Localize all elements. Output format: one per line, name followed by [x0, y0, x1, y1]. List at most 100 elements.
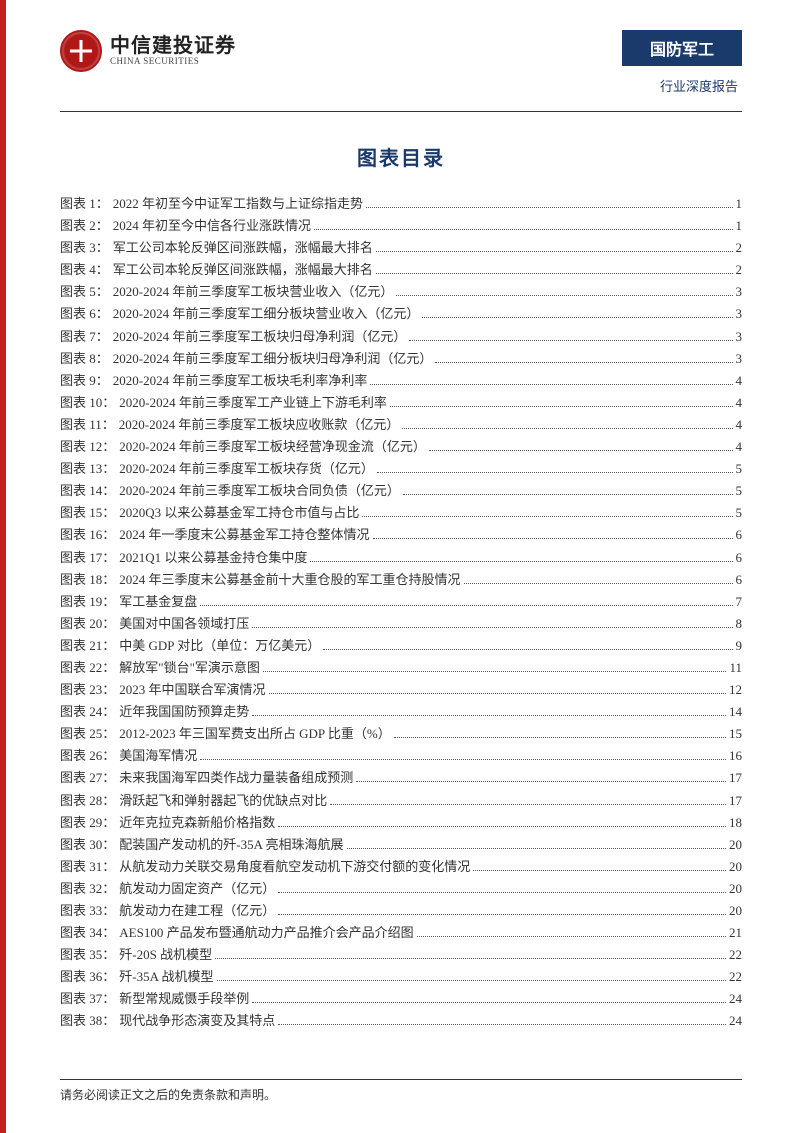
toc-label: 图表 26： [60, 745, 115, 767]
toc-dots [464, 583, 733, 584]
toc-text: 滑跃起飞和弹射器起飞的优缺点对比 [119, 790, 327, 812]
toc-label: 图表 36： [60, 966, 115, 988]
toc-page: 3 [736, 326, 743, 348]
logo-en: CHINA SECURITIES [110, 57, 236, 67]
toc-dots [323, 649, 732, 650]
toc-text: 航发动力固定资产（亿元） [119, 878, 275, 900]
toc-page: 17 [729, 790, 742, 812]
toc-text: 2020-2024 年前三季度军工板块营业收入（亿元） [113, 281, 394, 303]
toc-page: 2 [736, 237, 743, 259]
toc-page: 20 [729, 878, 742, 900]
toc-dots [278, 826, 726, 827]
toc-page: 14 [729, 701, 742, 723]
toc-label: 图表 3： [60, 237, 109, 259]
toc-dots [200, 605, 732, 606]
toc-label: 图表 7： [60, 326, 109, 348]
toc-row: 图表 14：2020-2024 年前三季度军工板块合同负债（亿元）5 [60, 480, 742, 502]
toc-page: 4 [736, 414, 743, 436]
toc-row: 图表 9：2020-2024 年前三季度军工板块毛利率净利率 4 [60, 370, 742, 392]
toc-text: 2020-2024 年前三季度军工板块毛利率净利率 [113, 370, 368, 392]
toc-dots [435, 362, 732, 363]
toc-label: 图表 20： [60, 613, 115, 635]
toc-row: 图表 30：配装国产发动机的歼-35A 亮相珠海航展20 [60, 834, 742, 856]
toc-dots [376, 251, 733, 252]
toc-dots [314, 229, 732, 230]
toc-dots [373, 538, 733, 539]
toc-dots [278, 1024, 726, 1025]
toc-dots [417, 936, 726, 937]
toc-text: 中美 GDP 对比（单位：万亿美元） [119, 635, 320, 657]
toc-page: 6 [736, 547, 743, 569]
toc-dots [278, 914, 726, 915]
toc-dots [366, 207, 732, 208]
toc-label: 图表 11： [60, 414, 115, 436]
footer-divider [60, 1079, 742, 1080]
toc-row: 图表 31：从航发动力关联交易角度看航空发动机下游交付额的变化情况20 [60, 856, 742, 878]
toc-dots [396, 295, 732, 296]
toc-text: 2020-2024 年前三季度军工细分板块营业收入（亿元） [113, 303, 420, 325]
toc-row: 图表 36：歼-35A 战机模型 22 [60, 966, 742, 988]
toc-dots [217, 980, 726, 981]
toc-text: 美国海军情况 [119, 745, 197, 767]
toc-label: 图表 35： [60, 944, 115, 966]
toc-page: 20 [729, 900, 742, 922]
toc-row: 图表 12：2020-2024 年前三季度军工板块经营净现金流（亿元）4 [60, 436, 742, 458]
toc-dots [362, 516, 732, 517]
toc-dots [376, 273, 733, 274]
toc-row: 图表 21：中美 GDP 对比（单位：万亿美元）9 [60, 635, 742, 657]
toc-dots [269, 693, 726, 694]
toc-label: 图表 9： [60, 370, 109, 392]
toc-label: 图表 10： [60, 392, 115, 414]
toc-row: 图表 18：2024 年三季度末公募基金前十大重仓股的军工重仓持股情况6 [60, 569, 742, 591]
toc-label: 图表 12： [60, 436, 115, 458]
toc-dots [390, 406, 733, 407]
toc-text: 2020Q3 以来公募基金军工持仓市值与占比 [119, 502, 359, 524]
toc-dots [402, 428, 732, 429]
logo: 中信建投证券 CHINA SECURITIES [60, 30, 236, 72]
toc-text: 未来我国海军四类作战力量装备组成预测 [119, 767, 353, 789]
toc-row: 图表 17：2021Q1 以来公募基金持仓集中度6 [60, 547, 742, 569]
toc-row: 图表 4：军工公司本轮反弹区间涨跌幅，涨幅最大排名2 [60, 259, 742, 281]
toc-text: 美国对中国各领域打压 [119, 613, 249, 635]
toc-page: 1 [736, 193, 743, 215]
toc-page: 21 [729, 922, 742, 944]
toc-page: 16 [729, 745, 742, 767]
toc-label: 图表 2： [60, 215, 109, 237]
toc-label: 图表 13： [60, 458, 115, 480]
toc-text: 2021Q1 以来公募基金持仓集中度 [119, 547, 307, 569]
toc-text: 航发动力在建工程（亿元） [119, 900, 275, 922]
toc-text: 近年克拉克森新船价格指数 [119, 812, 275, 834]
toc-dots [278, 892, 726, 893]
toc-label: 图表 1： [60, 193, 109, 215]
toc-label: 图表 34： [60, 922, 115, 944]
toc-page: 20 [729, 834, 742, 856]
toc-text: AES100 产品发布暨通航动力产品推介会产品介绍图 [119, 922, 413, 944]
toc-row: 图表 20：美国对中国各领域打压8 [60, 613, 742, 635]
toc-label: 图表 27： [60, 767, 115, 789]
footer: 请务必阅读正文之后的免责条款和声明。 [60, 1079, 742, 1103]
subcategory-label: 行业深度报告 [622, 76, 742, 95]
toc-page: 6 [736, 524, 743, 546]
toc-label: 图表 21： [60, 635, 115, 657]
toc-row: 图表 27：未来我国海军四类作战力量装备组成预测17 [60, 767, 742, 789]
toc-row: 图表 22：解放军"锁台"军演示意图11 [60, 657, 742, 679]
toc-label: 图表 24： [60, 701, 115, 723]
toc-page: 4 [736, 370, 743, 392]
toc-text: 2020-2024 年前三季度军工板块归母净利润（亿元） [113, 326, 407, 348]
toc-text: 歼-35A 战机模型 [119, 966, 213, 988]
toc-row: 图表 33：航发动力在建工程（亿元）20 [60, 900, 742, 922]
toc-label: 图表 38： [60, 1010, 115, 1032]
toc-text: 2024 年一季度末公募基金军工持仓整体情况 [119, 524, 369, 546]
toc-row: 图表 26：美国海军情况 16 [60, 745, 742, 767]
toc-text: 从航发动力关联交易角度看航空发动机下游交付额的变化情况 [119, 856, 470, 878]
toc-page: 4 [736, 392, 743, 414]
toc-dots [200, 759, 726, 760]
toc-label: 图表 32： [60, 878, 115, 900]
toc-page: 2 [736, 259, 743, 281]
toc-label: 图表 37： [60, 988, 115, 1010]
toc-page: 22 [729, 966, 742, 988]
toc-dots [330, 804, 726, 805]
toc-row: 图表 8：2020-2024 年前三季度军工细分板块归母净利润（亿元）3 [60, 348, 742, 370]
toc-text: 2022 年初至今中证军工指数与上证综指走势 [113, 193, 363, 215]
toc-row: 图表 37：新型常规威慑手段举例24 [60, 988, 742, 1010]
